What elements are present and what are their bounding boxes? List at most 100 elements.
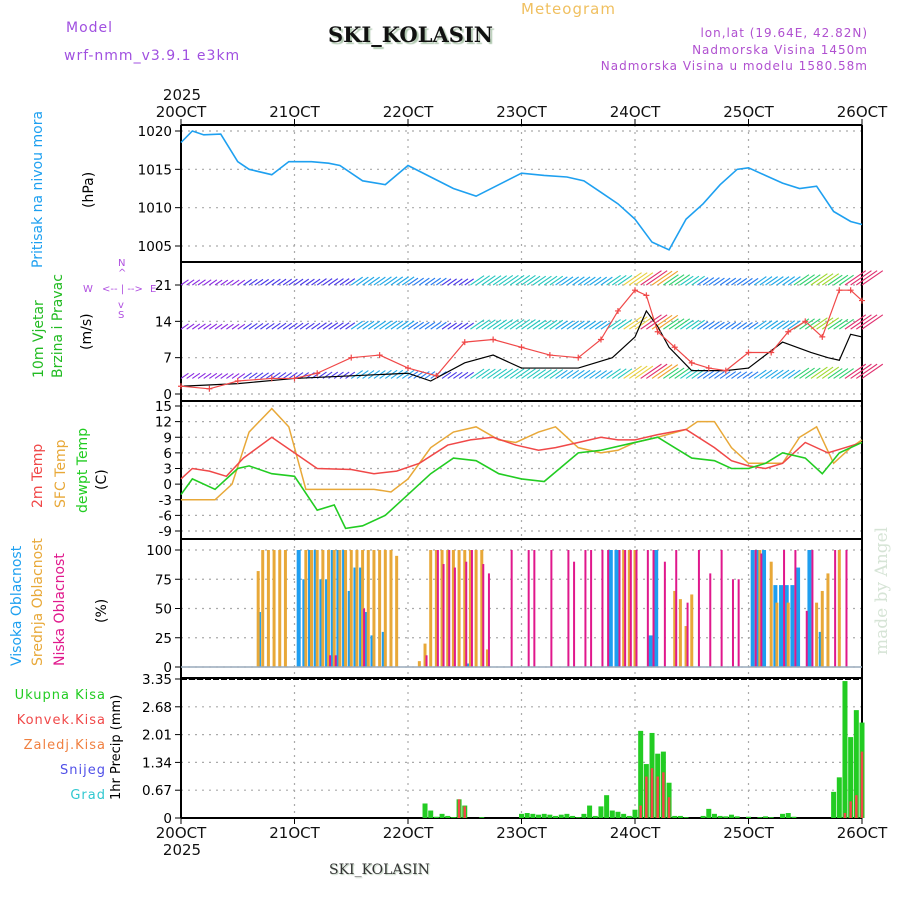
series-dewpt — [180, 436, 863, 530]
cloud-bar-mid — [383, 550, 387, 667]
y-tick-label: 1020 — [138, 124, 172, 140]
wind-speed-marker — [785, 328, 792, 335]
wind-arrow — [543, 369, 558, 379]
wind-arrow — [254, 372, 264, 379]
y-tick-label: 1010 — [138, 201, 172, 217]
wind-arrow — [708, 277, 720, 286]
wind-arrow — [333, 371, 344, 379]
wind-arrow — [736, 277, 748, 286]
wind-arrow — [572, 276, 585, 286]
wind-arrow — [538, 369, 552, 379]
cloud-bar-low — [329, 655, 332, 667]
precip-bar-total — [711, 813, 717, 818]
compass-arrow-down: v — [118, 300, 124, 311]
cloud-bar-low — [567, 550, 570, 667]
wind-arrow — [572, 369, 585, 379]
wind-arrow — [827, 368, 843, 379]
precip-bar-total — [728, 814, 734, 818]
y-tick-label: 3 — [163, 462, 172, 478]
y-tick-label: 3.35 — [142, 672, 172, 688]
wind-arrow — [487, 275, 502, 286]
wind-arrow — [260, 323, 269, 330]
wind-arrow — [725, 371, 737, 379]
cloud-bar-mid — [417, 661, 421, 667]
wind-arrow — [407, 321, 419, 330]
wind-arrow — [475, 275, 491, 286]
wind-arrow — [810, 317, 828, 330]
wind-arrow — [657, 270, 679, 286]
wind-arrow — [838, 318, 854, 330]
x-tick-label-top: 24OCT — [610, 103, 661, 121]
wind-speed-marker — [745, 349, 752, 356]
cloud-bar-mid — [485, 649, 489, 667]
wind-arrow — [481, 275, 496, 286]
wind-speed-marker — [643, 292, 650, 299]
cloud-bar-low — [783, 550, 786, 667]
wind-arrow — [555, 276, 568, 286]
wind-arrow — [606, 319, 621, 330]
wind-arrow — [719, 371, 731, 379]
cloud-bar-mid — [378, 550, 382, 667]
y-tick-label: 7 — [163, 351, 172, 367]
wind-arrow — [844, 314, 867, 330]
wind-arrow — [339, 278, 350, 286]
wind-arrow — [390, 369, 404, 379]
wind-arrow — [260, 278, 269, 286]
wind-arrow — [504, 368, 519, 379]
wind-arrow — [441, 371, 452, 379]
panel-4: 0 0.67 1.34 2.01 2.68 3.35 — [142, 672, 863, 827]
wind-arrow — [350, 370, 364, 379]
precip-bar-total — [632, 809, 638, 818]
wind-arrow — [629, 365, 648, 379]
wind-arrow — [186, 372, 195, 379]
wind-arrow — [356, 276, 369, 286]
wind-arrow — [214, 279, 223, 286]
wind-arrow — [192, 323, 201, 330]
wind-arrow — [390, 276, 404, 286]
precip-bar-total — [831, 791, 837, 818]
cloud-bar-mid — [769, 561, 773, 667]
wind-arrow — [487, 319, 502, 330]
wind-arrow — [402, 320, 415, 330]
wind-arrow — [646, 314, 668, 330]
wind-speed-marker — [461, 339, 468, 346]
cloud-bar-mid — [278, 550, 282, 667]
wind-arrow — [367, 276, 381, 286]
precip-bar-total — [536, 814, 542, 818]
precip-bar-total — [598, 806, 604, 818]
wind-arrow — [651, 270, 673, 286]
precip-bar-convective — [650, 768, 654, 818]
precip-bar-total — [433, 816, 439, 818]
wind-arrow — [254, 278, 264, 286]
series-gust — [180, 309, 863, 387]
wind-arrow — [663, 274, 679, 286]
wind-arrow — [515, 319, 531, 330]
wind-arrow — [384, 320, 398, 330]
wind-arrow — [640, 314, 662, 330]
cloud-bar-low — [709, 573, 712, 667]
x-tick-label-top: 22OCT — [383, 103, 434, 121]
wind-arrow — [350, 276, 364, 286]
cloud-bar-mid — [622, 550, 626, 667]
wind-arrow — [674, 318, 691, 330]
cloud-bar-mid — [480, 550, 484, 667]
y-tick-label: -9 — [159, 524, 172, 540]
wind-arrow — [560, 369, 574, 379]
wind-arrow — [856, 314, 878, 330]
wind-arrow — [617, 319, 633, 330]
wind-arrow — [237, 323, 246, 330]
wind-arrow — [850, 314, 872, 330]
wind-arrow — [748, 371, 759, 379]
wind-arrow — [606, 368, 621, 379]
wind-arrow — [254, 323, 264, 330]
precip-bar-total — [609, 810, 615, 818]
precip-bar-total — [785, 813, 791, 818]
wind-arrow — [668, 318, 685, 330]
wind-arrow — [498, 368, 514, 379]
cloud-bar-mid — [775, 602, 779, 667]
wind-arrow — [668, 274, 685, 286]
wind-arrow — [384, 276, 398, 286]
x-tick-label-bottom: 23OCT — [496, 824, 547, 842]
wind-arrow — [765, 276, 778, 286]
cloud-bar-mid — [446, 550, 450, 667]
